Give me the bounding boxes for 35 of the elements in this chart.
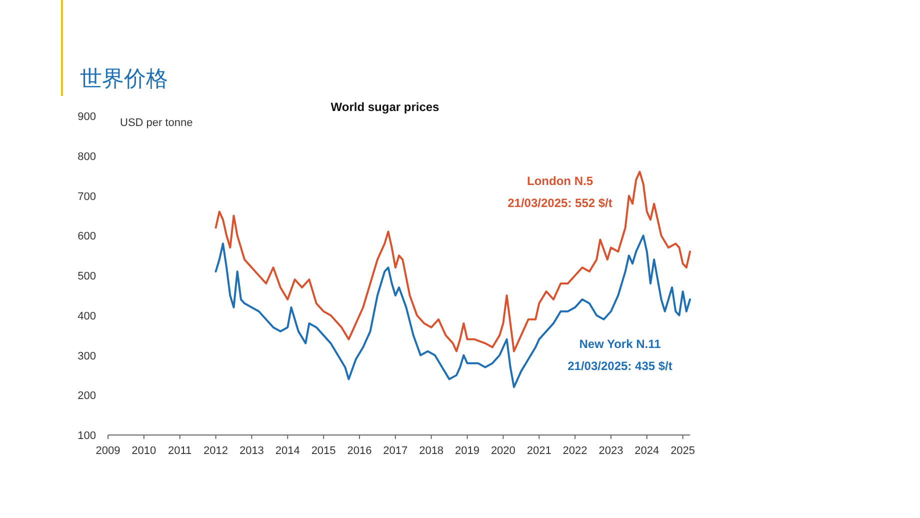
x-tick-label: 2024 [634, 445, 660, 457]
x-tick-label: 2016 [347, 445, 372, 457]
x-tick-label: 2022 [562, 445, 588, 457]
chart-title: 世界价格 [80, 66, 168, 91]
line-series [214, 234, 691, 388]
annotation: 21/03/2025: 552 $/t [508, 196, 612, 210]
text: New York N.11 [579, 337, 662, 351]
x-tick-label: 2020 [490, 445, 516, 457]
x-tick-label: 2011 [168, 445, 192, 457]
x-tick-label: 2009 [96, 445, 120, 457]
y-tick-label: 700 [78, 190, 96, 203]
y-axis-title: USD per tonne [120, 117, 193, 129]
x-tick-label: 2021 [526, 445, 552, 457]
x-tick-label: 2012 [204, 445, 228, 457]
x-tick-label: 2017 [383, 445, 408, 457]
y-tick-label: 800 [78, 150, 96, 163]
y-tick-label: 400 [78, 310, 96, 322]
chart-subtitle: World sugar prices [330, 100, 440, 114]
x-tick-label: 2025 [670, 445, 696, 457]
x-tick-label: 2013 [239, 445, 264, 457]
y-tick-label: 900 [78, 111, 96, 123]
text: London N.5 [527, 174, 594, 188]
x-tick-label: 2014 [275, 445, 300, 457]
x-tick-label: 2018 [419, 445, 444, 457]
y-tick-label: 100 [78, 430, 96, 442]
y-tick-label: 500 [78, 270, 96, 282]
x-tick-label: 2010 [132, 445, 156, 457]
y-tick-label: 300 [78, 350, 96, 362]
x-tick-label: 2015 [311, 445, 336, 457]
x-tick-label: 2019 [455, 445, 480, 457]
annotation: 21/03/2025: 435 $/t [568, 359, 672, 373]
y-tick-label: 600 [78, 230, 96, 243]
line-series [214, 170, 691, 352]
x-tick-label: 2023 [598, 445, 624, 457]
y-tick-label: 200 [78, 390, 96, 402]
